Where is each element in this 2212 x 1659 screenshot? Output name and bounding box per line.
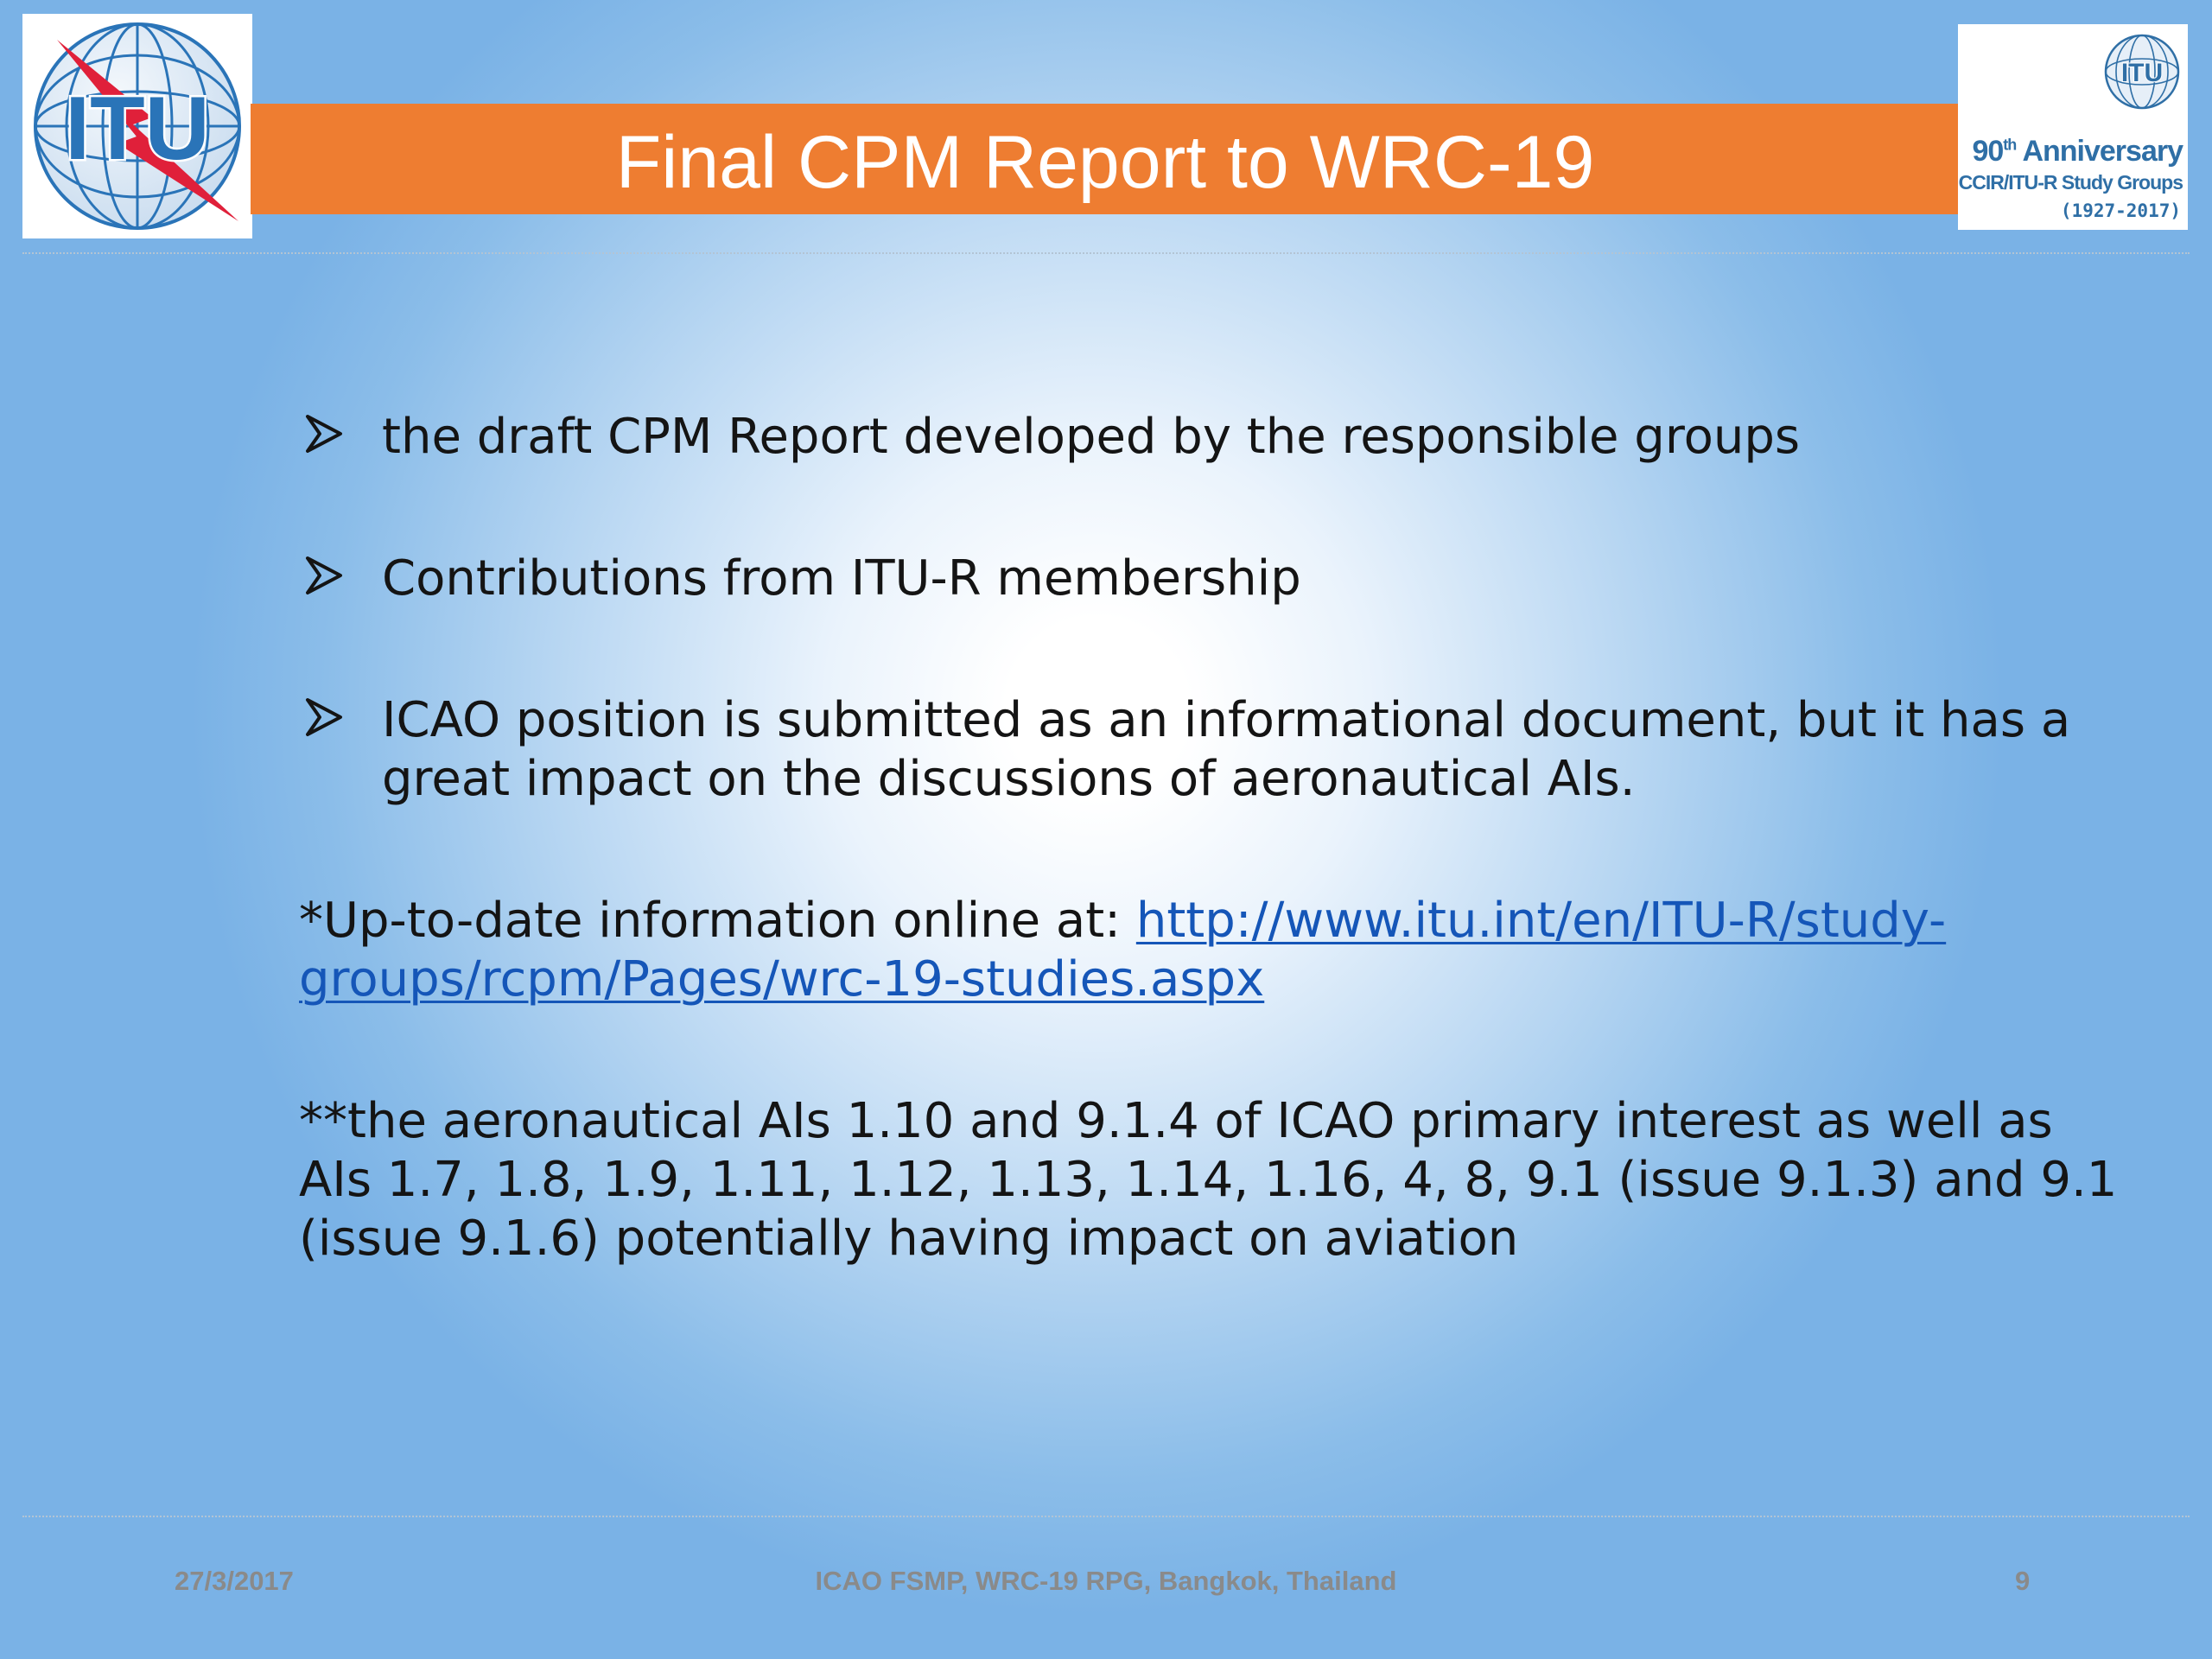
footer-event: ICAO FSMP, WRC-19 RPG, Bangkok, Thailand [815, 1566, 1397, 1596]
arrow-bullet-icon [306, 698, 342, 736]
arrow-bullet-icon [306, 415, 342, 453]
itu-logo: ITU [22, 14, 252, 238]
bullet-text: ICAO position is submitted as an informa… [382, 692, 2071, 807]
bullet-item: ICAO position is submitted as an informa… [299, 691, 2131, 809]
anniversary-logo: ITU 90th Anniversary CCIR/ITU-R Study Gr… [1958, 24, 2188, 230]
aeronautical-note: **the aeronautical AIs 1.10 and 9.1.4 of… [299, 1093, 2118, 1267]
footer-divider [22, 1516, 2190, 1517]
title-bar: Final CPM Report to WRC-19 [251, 104, 1960, 214]
bullet-item: Contributions from ITU-R membership [299, 550, 2131, 608]
header-divider [22, 252, 2190, 254]
itu-globe-logo-icon: ITU [34, 22, 241, 230]
anniversary-title: 90th Anniversary [1972, 135, 2183, 168]
page-number: 9 [2015, 1566, 2031, 1596]
info-note: *Up-to-date information online at: http:… [299, 892, 2131, 1009]
svg-text:ITU: ITU [2121, 59, 2163, 87]
bullet-text: Contributions from ITU-R membership [382, 550, 1301, 607]
bullet-text: the draft CPM Report developed by the re… [382, 409, 1801, 465]
itu-logo-text: ITU [65, 79, 210, 179]
anniversary-subtitle: CCIR/ITU-R Study Groups [1958, 171, 2183, 194]
info-note-prefix: *Up-to-date information online at: [299, 893, 1136, 949]
bullet-item: the draft CPM Report developed by the re… [299, 408, 2131, 467]
study-groups-link[interactable]: http://www.itu.int/en/ITU-R/study-groups… [299, 893, 1947, 1007]
slide-title: Final CPM Report to WRC-19 [615, 121, 1595, 204]
anniversary-years: (1927-2017) [2060, 200, 2181, 221]
footer-date: 27/3/2017 [175, 1566, 294, 1596]
slide-body: the draft CPM Report developed by the re… [299, 408, 2131, 1268]
itu-anniversary-globe-icon: ITU [2104, 34, 2180, 110]
arrow-bullet-icon [306, 556, 342, 594]
